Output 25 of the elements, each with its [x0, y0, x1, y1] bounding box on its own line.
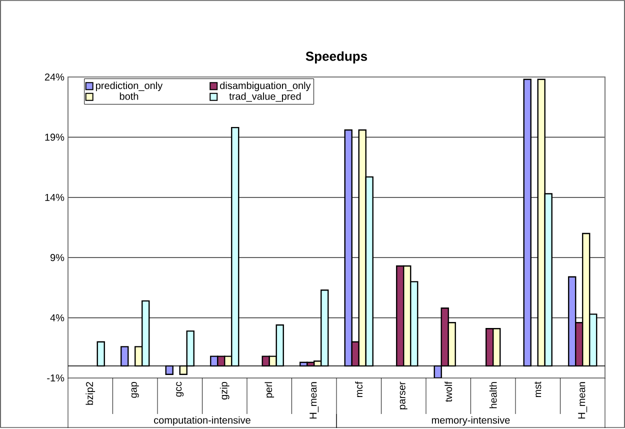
text: both [120, 92, 138, 100]
x-tick-label: mcf [355, 382, 363, 397]
x-tick-label: perl [264, 382, 274, 398]
x-tick-label: gap [131, 382, 139, 398]
text: computation-intensive [154, 416, 250, 426]
x-tick-label: parser [400, 382, 408, 410]
chart-title: Speedups [306, 51, 368, 64]
x-tick-label: twolf [444, 382, 452, 402]
text: memory-intensive [432, 416, 510, 426]
legend-label: prediction_only [96, 82, 163, 92]
legend-label: disambiguation_only [220, 82, 311, 92]
y-tick-label: 19% [45, 134, 64, 141]
y-tick-label: 9% [50, 254, 64, 262]
x-tick-label: H_mean [578, 382, 588, 419]
x-tick-label: health [489, 382, 497, 408]
legend-label: trad_value_pred [229, 92, 301, 102]
y-tick-label: 4% [50, 314, 64, 322]
x-tick-label: mst [534, 382, 542, 397]
x-tick-label: gzip [220, 382, 230, 400]
y-tick-label: 14% [45, 194, 64, 201]
y-tick-label: 24% [44, 73, 64, 81]
x-tick-label: gcc [176, 382, 184, 397]
x-tick-label: H_mean [310, 382, 319, 419]
x-tick-label: bzip2 [86, 382, 96, 405]
y-tick-label: -1% [47, 374, 64, 382]
